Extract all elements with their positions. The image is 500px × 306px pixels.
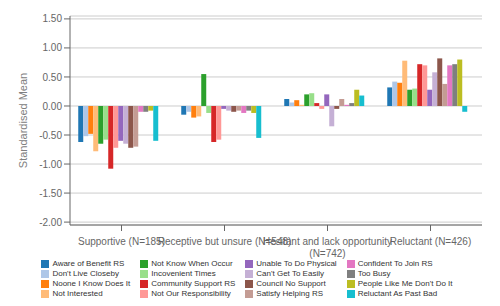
svg-text:Hesitant and lack opportunity(: Hesitant and lack opportunity(N=742): [263, 236, 392, 259]
svg-text:1.00: 1.00: [43, 42, 63, 53]
html-text:Confident To Join RS: Confident To Join RS: [357, 259, 433, 268]
html-text:Don't Live Closeby: Don't Live Closeby: [52, 269, 119, 278]
html-text:Noone I Know Does It: Noone I Know Does It: [52, 279, 131, 288]
html-text:Can't Get To Easily: Can't Get To Easily: [256, 269, 324, 278]
svg-text:Reluctant (N=426): Reluctant (N=426): [390, 236, 471, 247]
html-text:Not Interested: Not Interested: [52, 289, 103, 298]
html-text:Council No Support: Council No Support: [256, 279, 326, 288]
html-text:Not Our Responsibility: Not Our Responsibility: [151, 289, 231, 298]
svg-text:0.00: 0.00: [43, 101, 63, 112]
html-text:Satisfy Helping RS: Satisfy Helping RS: [256, 289, 323, 298]
html-text:Not Know When Occur: Not Know When Occur: [151, 259, 233, 268]
svg-text:-1.00: -1.00: [39, 159, 62, 170]
svg-text:Supportive (N=185): Supportive (N=185): [78, 236, 165, 247]
svg-text:Receptive but unsure (N=548): Receptive but unsure (N=548): [157, 236, 292, 247]
html-text:Community Support RS: Community Support RS: [151, 279, 236, 288]
svg-text:-1.50: -1.50: [39, 188, 62, 199]
html-text:Aware of Benefit RS: Aware of Benefit RS: [52, 259, 125, 268]
svg-text:-2.00: -2.00: [39, 217, 62, 228]
html-text:Incovenient Times: Incovenient Times: [151, 269, 216, 278]
svg-text:1.50: 1.50: [43, 13, 63, 24]
svg-text:0.50: 0.50: [43, 72, 63, 83]
svg-text:-0.50: -0.50: [39, 130, 62, 141]
svg-text:Standardised Mean: Standardised Mean: [17, 73, 29, 168]
html-text:Reluctant As Past Bad: Reluctant As Past Bad: [357, 289, 438, 298]
html-text:People Like Me Don't Do It: People Like Me Don't Do It: [357, 279, 453, 288]
html-text:Too Busy: Too Busy: [357, 269, 391, 278]
html-text:Unable To Do Physical: Unable To Do Physical: [256, 259, 337, 268]
